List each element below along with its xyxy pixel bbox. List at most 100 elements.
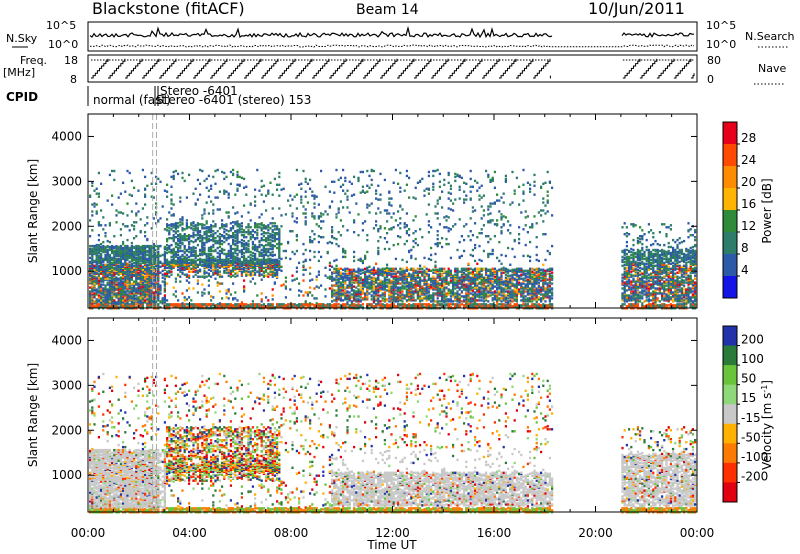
power-cell (320, 169, 323, 173)
power-cell (205, 177, 208, 181)
power-cell (119, 294, 122, 297)
power-cell (240, 176, 243, 180)
power-cell (276, 188, 279, 191)
power-cell (221, 219, 224, 222)
power-cell (269, 247, 272, 251)
power-cell (229, 272, 232, 275)
power-cell (372, 273, 375, 276)
power-cell (229, 303, 232, 306)
power-cell (174, 290, 177, 293)
power-cell (394, 292, 397, 295)
power-cell (106, 239, 109, 243)
power-cell (276, 246, 279, 250)
power-cell (271, 268, 274, 271)
power-cell (146, 263, 149, 266)
power-cell (342, 283, 345, 286)
power-cell (379, 172, 382, 176)
power-cell (210, 299, 213, 302)
power-cell (124, 250, 127, 254)
power-cell (93, 252, 96, 256)
power-cell (225, 296, 228, 299)
power-cell (403, 273, 406, 276)
power-cell (196, 306, 199, 309)
power-cell (359, 272, 362, 275)
power-cell (438, 172, 441, 176)
power-cell (346, 189, 349, 192)
power-cell (355, 270, 358, 273)
power-cell (137, 276, 140, 279)
power-cell (240, 231, 243, 234)
power-cell (192, 245, 195, 249)
power-cell (337, 284, 340, 287)
power-cell (397, 286, 400, 289)
power-cell (394, 286, 397, 289)
power-cell (170, 223, 173, 226)
power-cell (441, 237, 444, 240)
power-cell (304, 291, 307, 294)
power-cell (122, 223, 125, 226)
power-cell (205, 233, 208, 236)
power-cell (113, 245, 116, 249)
power-cell (91, 184, 94, 187)
power-cell (152, 188, 155, 191)
power-cell (302, 306, 305, 309)
power-cell (236, 236, 239, 239)
power-cell (135, 251, 138, 255)
power-cell (210, 224, 213, 227)
power-cell (249, 226, 252, 229)
power-cell (221, 247, 224, 251)
power-cell (350, 293, 353, 296)
freq-tick-bottom: 8 (70, 73, 77, 86)
power-cell (295, 266, 298, 269)
power-cell (260, 179, 263, 183)
power-cell (93, 282, 96, 285)
power-cell (203, 303, 206, 306)
power-cell (366, 292, 369, 295)
power-cell (227, 290, 230, 293)
power-cell (117, 211, 120, 214)
power-cell (108, 300, 111, 303)
power-cell (179, 238, 182, 242)
power-cell (218, 227, 221, 230)
power-cell (122, 212, 125, 215)
power-cell (262, 235, 265, 238)
power-cell (203, 231, 206, 234)
power-cell (144, 244, 147, 248)
power-cell (386, 298, 389, 301)
power-cell (166, 190, 169, 193)
power-cell (108, 289, 111, 292)
power-cell (188, 240, 191, 244)
power-cell (408, 303, 411, 306)
power-cell (306, 303, 309, 306)
power-cell (247, 247, 250, 251)
power-cell (144, 235, 147, 238)
power-cell (339, 294, 342, 297)
power-cell (196, 254, 199, 258)
power-cell (372, 284, 375, 287)
power-cell (210, 184, 213, 187)
power-cell (324, 185, 327, 188)
power-cell (106, 263, 109, 266)
power-cell (207, 226, 210, 229)
freq-series (91, 58, 695, 79)
power-cell (249, 250, 252, 254)
power-cell (399, 186, 402, 189)
power-cell (221, 275, 224, 278)
power-cell (130, 268, 133, 271)
power-cell (102, 274, 105, 277)
power-cell (403, 281, 406, 284)
power-cell (163, 266, 166, 269)
power-cell (93, 305, 96, 308)
power-cell (304, 268, 307, 271)
power-cell (317, 286, 320, 289)
power-cell (320, 303, 323, 306)
power-cell (333, 299, 336, 302)
power-cell (346, 290, 349, 293)
power-cell (124, 190, 127, 193)
power-cell (353, 291, 356, 294)
power-cell (225, 229, 228, 232)
power-cell (188, 173, 191, 177)
power-cell (196, 243, 199, 247)
power-cell (93, 272, 96, 275)
power-cell (377, 286, 380, 289)
